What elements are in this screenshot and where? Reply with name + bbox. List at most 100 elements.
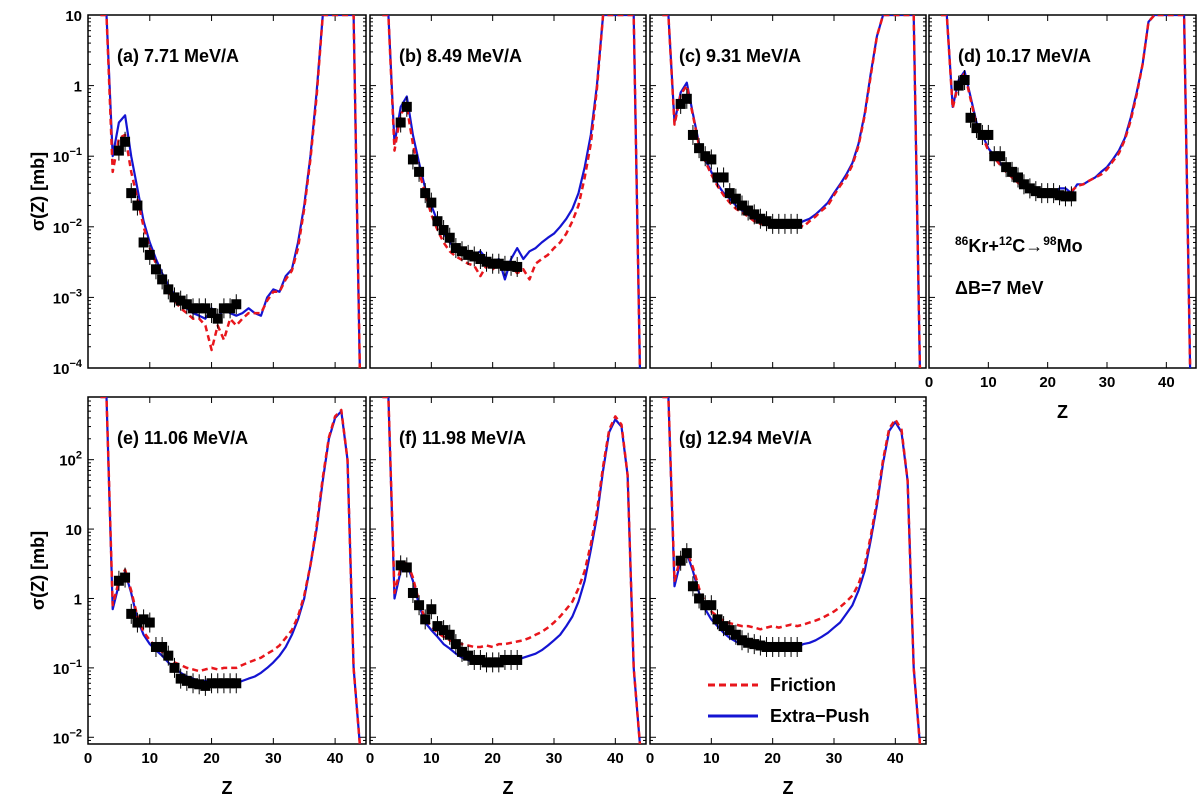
- data-point: [786, 641, 797, 652]
- x-tick-label: 0: [925, 374, 933, 391]
- data-point: [450, 243, 461, 254]
- data-point: [779, 641, 790, 652]
- panel-label: (g) 12.94 MeV/A: [679, 428, 812, 448]
- data-point: [169, 662, 180, 673]
- x-tick-label: 10: [423, 750, 440, 767]
- data-point: [194, 679, 205, 690]
- x-tick-label: 30: [265, 750, 282, 767]
- data-point: [1042, 188, 1053, 199]
- data-point: [1048, 188, 1059, 199]
- panel-2: (c) 9.31 MeV/A: [649, 14, 927, 369]
- data-point: [755, 640, 766, 651]
- legend: Friction Extra−Push: [708, 675, 870, 726]
- data-point: [499, 260, 510, 271]
- panel-label: (f) 11.98 MeV/A: [399, 428, 526, 448]
- data-point: [401, 101, 412, 112]
- data-point: [792, 218, 803, 229]
- data-point: [169, 292, 180, 303]
- data-point: [792, 641, 803, 652]
- friction-line: [100, 397, 362, 744]
- y-tick-label: 10: [65, 522, 82, 539]
- x-tick-label: 20: [1039, 374, 1056, 391]
- data-point: [700, 151, 711, 162]
- data-point: [493, 657, 504, 668]
- data-point: [150, 641, 161, 652]
- data-point: [694, 593, 705, 604]
- panel-1: (b) 8.49 MeV/A: [369, 14, 647, 369]
- data-point: [749, 639, 760, 650]
- data-point: [212, 678, 223, 689]
- x-tick-label: 20: [203, 750, 220, 767]
- y-tick-label: 10−2: [53, 727, 82, 747]
- y-tick-label: 10−1: [53, 146, 82, 166]
- x-tick-label: 0: [646, 750, 654, 767]
- data-point: [463, 650, 474, 661]
- data-point: [206, 678, 217, 689]
- data-point: [737, 200, 747, 211]
- data-point: [706, 600, 717, 611]
- legend-extra-push-label: Extra−Push: [770, 706, 870, 726]
- data-point: [687, 581, 698, 592]
- y-tick-label: 10−2: [53, 217, 82, 237]
- data-point: [675, 98, 686, 109]
- series-group: [662, 397, 922, 744]
- data-point: [953, 80, 964, 91]
- data-point: [512, 654, 523, 665]
- data-point: [175, 673, 186, 684]
- extra-push-line: [382, 397, 641, 744]
- panel-6: 0 10 20 30 40 Z (g) 12.94 MeV/A: [646, 396, 927, 798]
- x-tick-label: 40: [327, 750, 344, 767]
- data-point: [1001, 162, 1012, 173]
- data-point: [1060, 191, 1071, 202]
- panel-4: 102 10 1 10−1 10−20 10 20 30 40 σ(Z) [mb] Z (e) 11.…: [28, 396, 367, 798]
- data-point: [743, 205, 754, 216]
- extra-push-line: [662, 15, 921, 368]
- data-point: [1007, 166, 1018, 177]
- data-point: [420, 614, 431, 625]
- panel-5: 0 10 20 30 40 Z (f) 11.98 MeV/A: [366, 396, 647, 798]
- legend-friction-label: Friction: [770, 675, 836, 695]
- y-tick-label: 1: [74, 591, 82, 608]
- data-point: [157, 641, 168, 652]
- data-point: [737, 635, 747, 646]
- y-tick-label: 10−3: [53, 287, 82, 307]
- x-tick-label: 10: [141, 750, 158, 767]
- data-point: [681, 93, 692, 104]
- data-point: [132, 200, 143, 211]
- data-point: [730, 629, 741, 640]
- data-point: [163, 650, 174, 661]
- x-tick-label: 40: [607, 750, 624, 767]
- panel-label: (c) 9.31 MeV/A: [679, 46, 801, 66]
- data-point: [1013, 172, 1023, 183]
- data-point: [438, 225, 449, 236]
- data-point: [743, 637, 754, 648]
- data-point: [493, 258, 504, 269]
- plot-frame: [649, 396, 927, 745]
- data-point: [420, 188, 431, 199]
- data-point: [144, 617, 155, 628]
- data-point: [506, 260, 517, 271]
- data-point: [188, 678, 199, 689]
- data-point: [181, 675, 192, 686]
- data-point: [1036, 188, 1047, 199]
- x-axis-label: Z: [503, 778, 514, 798]
- data-point: [773, 218, 784, 229]
- y-tick-label: 10−1: [53, 658, 82, 678]
- plot-frame: [369, 396, 647, 745]
- data-point: [724, 625, 735, 636]
- data-point: [426, 197, 437, 208]
- data-point: [225, 303, 236, 314]
- data-point: [481, 657, 492, 668]
- data-point: [401, 562, 412, 573]
- data-point: [687, 129, 698, 140]
- plot-frame: [649, 14, 927, 369]
- data-point: [113, 145, 124, 156]
- data-point: [132, 617, 143, 628]
- x-tick-label: 30: [1099, 374, 1116, 391]
- data-point: [718, 172, 729, 183]
- data-point: [965, 112, 976, 123]
- plot-frame: [928, 14, 1197, 369]
- x-tick-label: 40: [1158, 374, 1175, 391]
- data-point: [450, 639, 461, 650]
